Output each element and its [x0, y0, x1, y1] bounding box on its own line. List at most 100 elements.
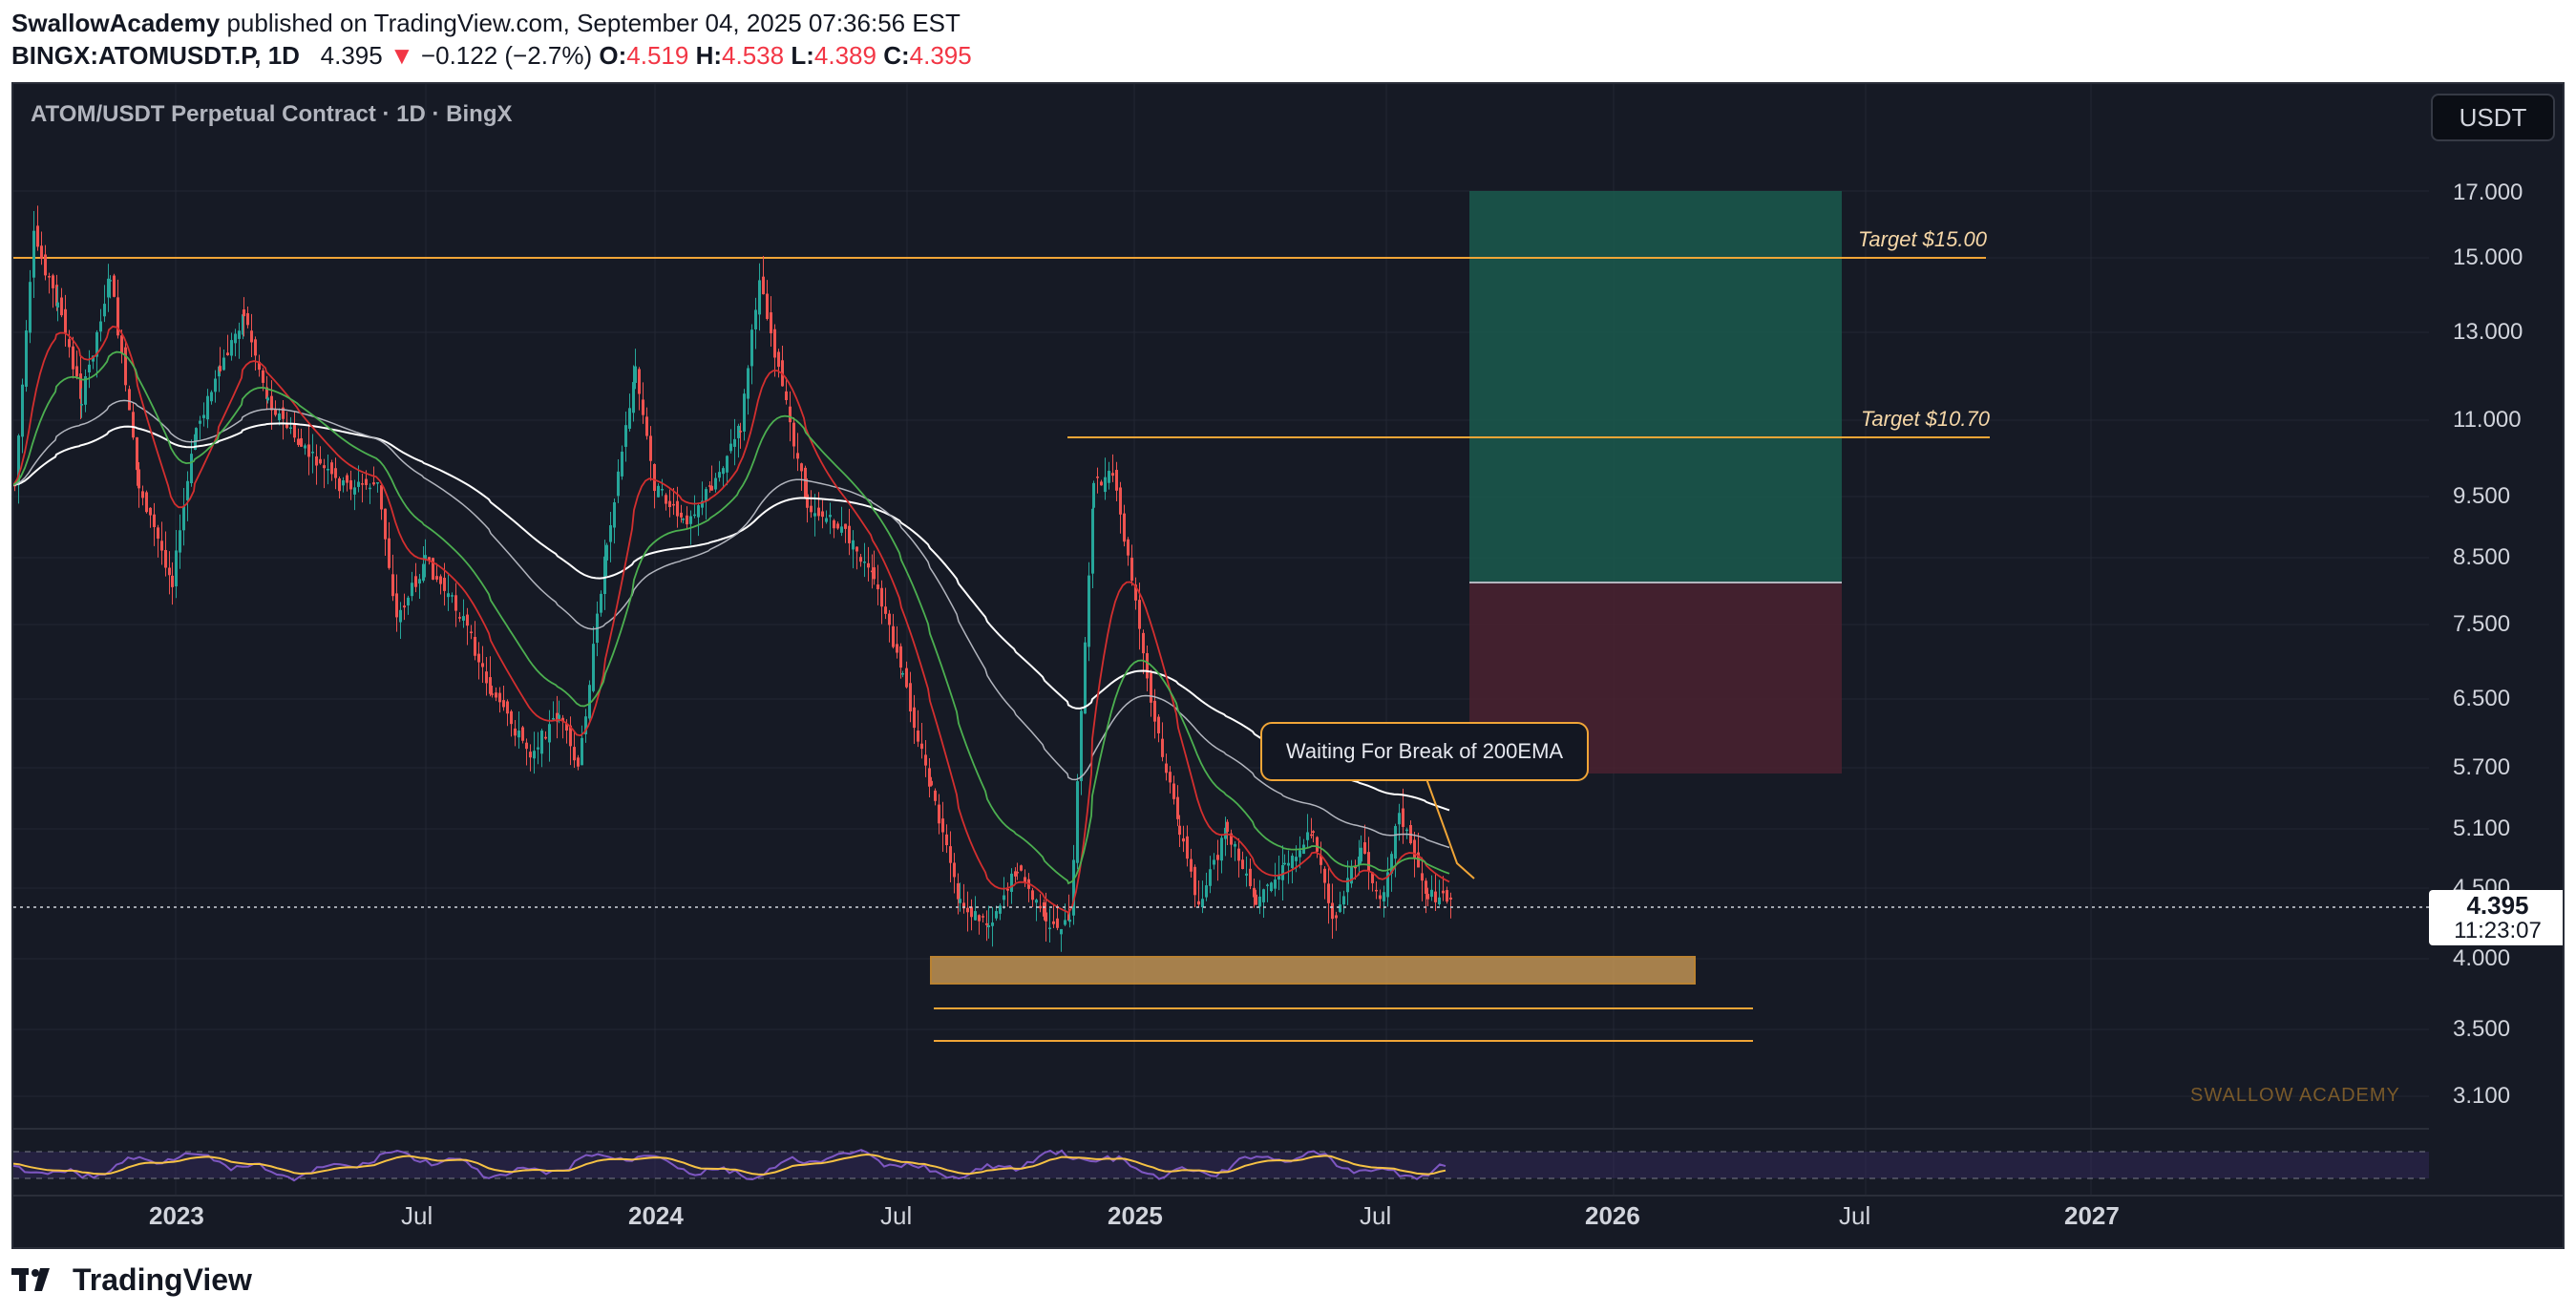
candle-body	[1310, 834, 1313, 837]
candle-body	[733, 438, 736, 447]
time-axis-label: 2025	[1108, 1201, 1163, 1230]
candle-body	[1186, 836, 1189, 859]
candle-body	[56, 302, 59, 308]
candle-body	[785, 391, 788, 400]
candle-body	[1172, 783, 1175, 799]
chart-panel[interactable]: ATOM/USDT Perpetual Contract · 1D · Bing…	[11, 82, 2565, 1249]
low-label: L:	[791, 41, 814, 70]
annotation-callout[interactable]: Waiting For Break of 200EMA	[1260, 722, 1589, 781]
candle-body	[569, 725, 572, 747]
candle-body	[411, 583, 413, 597]
candle-body	[844, 523, 847, 529]
candle-body	[388, 538, 391, 568]
candle-body	[365, 478, 368, 485]
candle-body	[899, 646, 902, 668]
candle-body	[1169, 772, 1172, 783]
candle-body	[1016, 871, 1019, 874]
candle-body	[1104, 477, 1107, 493]
time-axis-label: Jul	[401, 1201, 433, 1230]
candle-body	[1425, 880, 1427, 894]
candle-body	[653, 464, 656, 492]
candle-body	[418, 579, 421, 584]
profit-zone	[1469, 191, 1842, 583]
candle-body	[422, 563, 425, 582]
candle-body	[649, 435, 652, 461]
candle-body	[48, 276, 51, 278]
candle-body	[840, 526, 843, 533]
price-axis-label: 7.500	[2453, 611, 2511, 637]
candle-body	[506, 701, 509, 714]
candle-body	[470, 631, 473, 633]
price-axis-label: 13.000	[2453, 319, 2523, 345]
candle-body	[747, 368, 750, 399]
symbol-label[interactable]: BINGX:ATOMUSDT.P, 1D	[11, 41, 300, 70]
candle-body	[1430, 889, 1433, 898]
candle-body	[796, 453, 799, 459]
candle-body	[1434, 891, 1437, 902]
candle-body	[1010, 873, 1013, 892]
candle-body	[95, 331, 98, 357]
candle-body	[384, 508, 387, 540]
candle-body	[867, 562, 870, 568]
author-name[interactable]: SwallowAcademy	[11, 9, 221, 37]
candle-body	[1375, 889, 1378, 892]
candle-body	[871, 570, 874, 573]
candle-body	[1134, 584, 1137, 601]
candle-body	[266, 397, 269, 401]
price-axis-label: 4.000	[2453, 945, 2511, 971]
candle-body	[210, 392, 213, 402]
candle-body	[1076, 781, 1079, 863]
candle-body	[517, 731, 520, 738]
candle-body	[84, 376, 87, 405]
candle-body	[1072, 859, 1075, 916]
candle-body	[573, 747, 576, 761]
candle-body	[978, 915, 981, 922]
candle-body	[128, 389, 131, 411]
candle-body	[686, 515, 688, 525]
candle-body	[773, 328, 776, 358]
candle-body	[1220, 837, 1223, 861]
tradingview-logo-icon[interactable]	[11, 1265, 63, 1294]
candle-body	[1045, 912, 1047, 922]
candle-body	[124, 347, 127, 386]
candle-body	[770, 312, 772, 334]
bar-countdown: 11:23:07	[2454, 918, 2542, 943]
candle-body	[300, 437, 303, 447]
candle-body	[718, 472, 721, 478]
candle-body	[1358, 857, 1361, 865]
candle-body	[991, 922, 994, 926]
candle-body	[726, 456, 728, 473]
candle-body	[432, 558, 434, 580]
time-axis-label: 2023	[149, 1201, 204, 1230]
candle-body	[600, 593, 602, 613]
candle-body	[1091, 508, 1094, 574]
price-axis-label: 6.500	[2453, 686, 2511, 711]
currency-button[interactable]: USDT	[2431, 94, 2555, 141]
candle-body	[540, 731, 543, 754]
candle-body	[1205, 885, 1208, 898]
candle-body	[199, 420, 201, 424]
candle-body	[645, 416, 648, 436]
candle-body	[40, 245, 43, 260]
candle-body	[502, 700, 505, 708]
candle-body	[164, 549, 167, 568]
candle-body	[289, 427, 292, 429]
candle-body	[737, 425, 740, 438]
price-chart-canvas[interactable]	[13, 84, 2565, 1249]
candle-body	[638, 369, 641, 394]
support-zone	[930, 956, 1696, 985]
candle-body	[262, 370, 264, 383]
candle-body	[766, 293, 769, 319]
candle-body	[206, 395, 209, 420]
candle-body	[848, 525, 851, 543]
candle-body	[682, 518, 685, 520]
tradingview-brand[interactable]: TradingView	[73, 1261, 252, 1297]
candle-body	[1031, 890, 1034, 901]
candle-body	[1048, 927, 1051, 929]
candle-body	[1092, 482, 1095, 508]
candle-body	[1209, 869, 1212, 886]
candle-body	[315, 456, 318, 466]
candle-body	[1421, 873, 1424, 881]
candle-body	[1182, 837, 1185, 842]
candle-body	[966, 907, 969, 913]
